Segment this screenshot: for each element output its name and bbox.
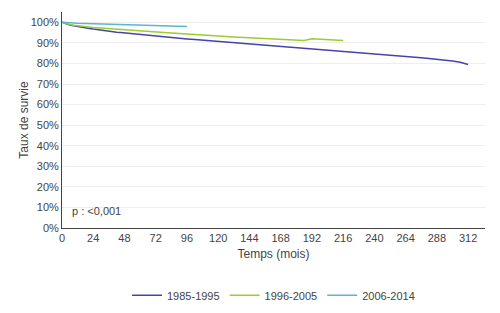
svg-text:40%: 40% — [37, 140, 59, 152]
svg-text:1985-1995: 1985-1995 — [167, 290, 220, 302]
svg-text:216: 216 — [334, 232, 352, 244]
svg-text:168: 168 — [271, 232, 289, 244]
svg-text:312: 312 — [459, 232, 477, 244]
svg-text:24: 24 — [87, 232, 99, 244]
svg-text:72: 72 — [150, 232, 162, 244]
svg-text:264: 264 — [396, 232, 414, 244]
svg-text:120: 120 — [209, 232, 227, 244]
svg-text:192: 192 — [303, 232, 321, 244]
svg-text:2006-2014: 2006-2014 — [362, 290, 415, 302]
svg-text:30%: 30% — [37, 160, 59, 172]
svg-text:80%: 80% — [37, 57, 59, 69]
svg-text:10%: 10% — [37, 201, 59, 213]
svg-text:144: 144 — [240, 232, 258, 244]
svg-text:50%: 50% — [37, 119, 59, 131]
svg-text:70%: 70% — [37, 78, 59, 90]
svg-text:0: 0 — [59, 232, 65, 244]
svg-text:288: 288 — [428, 232, 446, 244]
svg-text:p : <0,001: p : <0,001 — [72, 205, 121, 217]
svg-text:90%: 90% — [37, 37, 59, 49]
svg-text:1996-2005: 1996-2005 — [265, 290, 318, 302]
svg-text:0%: 0% — [43, 222, 59, 234]
svg-text:20%: 20% — [37, 181, 59, 193]
svg-text:Temps (mois): Temps (mois) — [237, 247, 309, 261]
svg-text:Taux de survie: Taux de survie — [17, 81, 31, 159]
svg-text:240: 240 — [365, 232, 383, 244]
svg-text:48: 48 — [118, 232, 130, 244]
svg-text:100%: 100% — [31, 16, 59, 28]
svg-text:96: 96 — [181, 232, 193, 244]
svg-text:60%: 60% — [37, 98, 59, 110]
